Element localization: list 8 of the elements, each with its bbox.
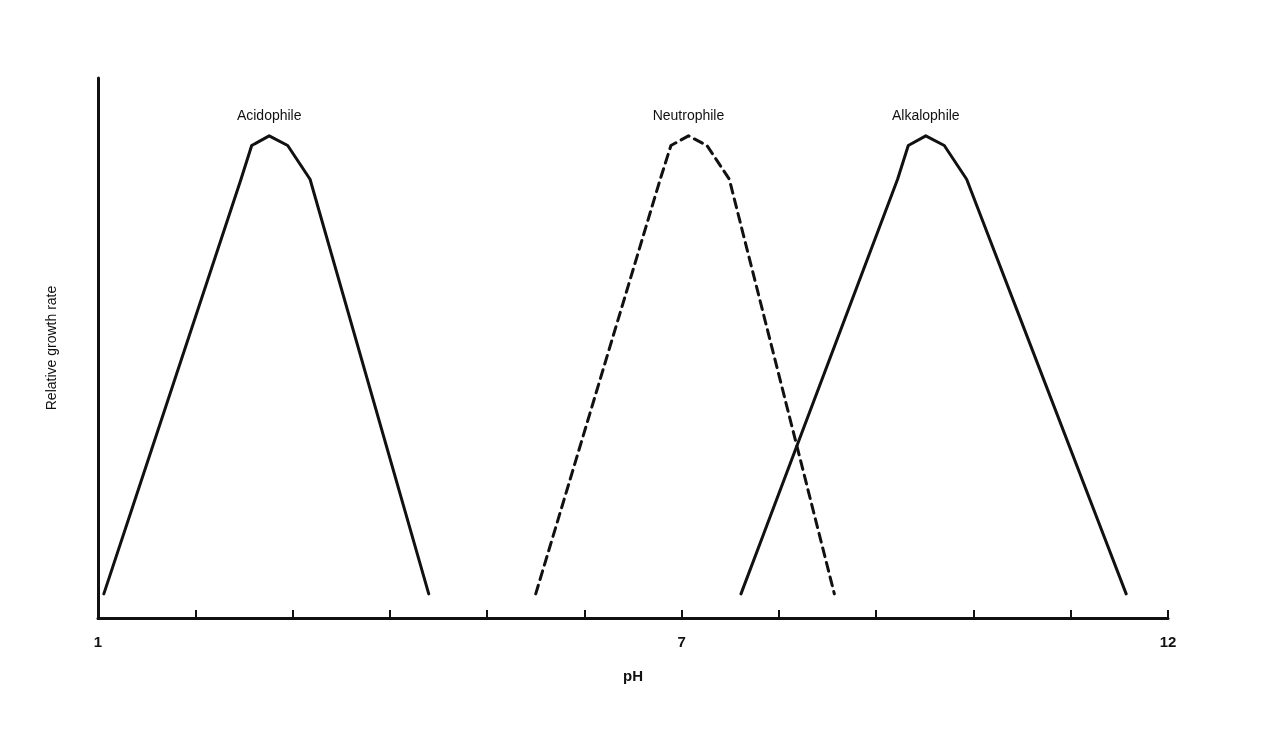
x-tick-label: 12 [1159,633,1177,650]
series-label: Alkalophile [891,106,960,123]
x-tick-label: 7 [677,633,686,650]
y-axis-title: Relative growth rate [43,285,59,411]
series-label: Neutrophile [652,106,725,123]
x-axis-title: pH [623,667,643,684]
series-label: Acidophile [236,106,302,123]
x-tick-label: 1 [93,633,103,650]
